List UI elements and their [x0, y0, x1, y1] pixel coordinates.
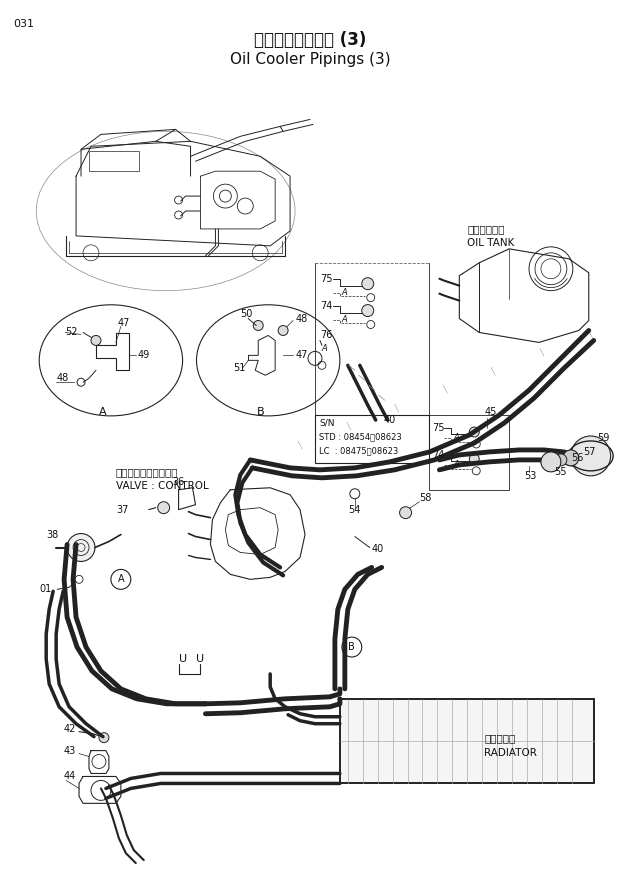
Text: 58: 58: [420, 492, 432, 503]
Text: RADIATOR: RADIATOR: [484, 747, 537, 758]
Text: 40: 40: [384, 415, 396, 425]
Text: A: A: [342, 315, 348, 324]
Text: 52: 52: [65, 327, 78, 338]
Text: VALVE : CONTROL: VALVE : CONTROL: [116, 481, 208, 491]
Text: 57: 57: [583, 447, 595, 457]
Circle shape: [563, 450, 579, 466]
Circle shape: [555, 454, 567, 466]
Text: 50: 50: [241, 308, 253, 319]
Text: ラジェータ: ラジェータ: [484, 733, 515, 744]
Text: 48: 48: [295, 313, 308, 324]
Text: U: U: [179, 654, 187, 664]
Text: 49: 49: [138, 350, 150, 361]
Bar: [315, 415, 430, 463]
Text: S/N: S/N: [319, 418, 334, 428]
Circle shape: [361, 305, 374, 317]
Text: STD : 08454～08623: STD : 08454～08623: [319, 432, 402, 442]
Text: A: A: [453, 434, 459, 443]
Text: 74: 74: [432, 450, 445, 460]
Circle shape: [469, 454, 479, 464]
Text: 51: 51: [233, 363, 246, 374]
Text: A: A: [118, 574, 124, 584]
Text: A: A: [322, 344, 328, 353]
Text: 37: 37: [116, 505, 128, 515]
Text: オイルタンク: オイルタンク: [467, 224, 505, 234]
Text: 44: 44: [63, 772, 76, 781]
Text: オイルクーラ配管 (3): オイルクーラ配管 (3): [254, 31, 366, 49]
Text: バルブ：コントロール: バルブ：コントロール: [116, 467, 179, 477]
Text: 75: 75: [320, 274, 332, 284]
Text: 53: 53: [524, 471, 536, 481]
Text: 36: 36: [172, 477, 185, 487]
Circle shape: [342, 637, 361, 657]
Text: 43: 43: [63, 746, 76, 756]
Text: LC  : 08475～08623: LC : 08475～08623: [319, 446, 398, 456]
Bar: [89, 151, 139, 171]
Text: A: A: [99, 407, 107, 417]
Text: 031: 031: [14, 19, 34, 29]
Bar: [340, 698, 594, 783]
Circle shape: [278, 326, 288, 335]
Text: Oil Cooler Pipings (3): Oil Cooler Pipings (3): [229, 52, 391, 67]
Circle shape: [400, 506, 412, 519]
Text: A: A: [453, 460, 459, 470]
Bar: [340, 698, 594, 783]
Circle shape: [571, 436, 611, 476]
Text: 55: 55: [554, 467, 567, 477]
Text: OIL TANK: OIL TANK: [467, 237, 515, 248]
Text: 47: 47: [295, 350, 308, 361]
Circle shape: [91, 335, 101, 346]
Text: 45: 45: [484, 407, 497, 417]
Text: 76: 76: [320, 331, 332, 340]
Text: A: A: [342, 288, 348, 297]
Circle shape: [67, 533, 95, 561]
Text: 54: 54: [348, 505, 360, 515]
Circle shape: [469, 427, 479, 437]
Circle shape: [99, 732, 109, 743]
Text: B: B: [257, 407, 264, 417]
Circle shape: [361, 278, 374, 290]
Text: 75: 75: [432, 423, 445, 433]
Text: B: B: [348, 642, 355, 652]
Text: 48: 48: [56, 374, 68, 383]
Circle shape: [541, 452, 561, 471]
Text: 40: 40: [372, 545, 384, 554]
Text: 42: 42: [63, 724, 76, 733]
Circle shape: [157, 502, 170, 513]
Text: 47: 47: [118, 318, 130, 327]
Text: 38: 38: [46, 530, 58, 540]
Text: 01: 01: [39, 584, 51, 595]
Circle shape: [111, 569, 131, 589]
Circle shape: [253, 320, 264, 331]
Text: 59: 59: [596, 433, 609, 443]
Text: 74: 74: [320, 300, 332, 311]
Text: U: U: [195, 654, 203, 664]
Bar: [430, 415, 509, 490]
Text: 56: 56: [571, 453, 583, 463]
